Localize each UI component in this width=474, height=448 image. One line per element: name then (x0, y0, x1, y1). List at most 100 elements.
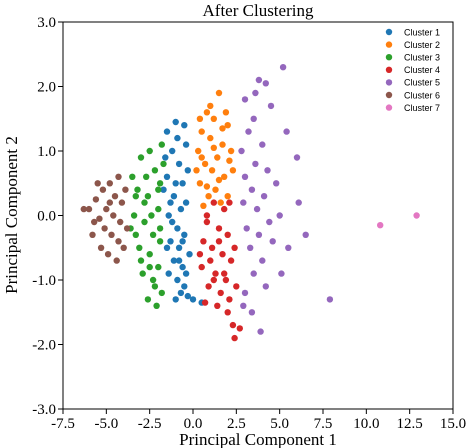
point-cluster-4-7 (219, 251, 226, 258)
point-cluster-4-8 (227, 257, 235, 264)
point-cluster-2-15 (205, 193, 212, 200)
point-cluster-4-2 (203, 218, 211, 226)
point-cluster-3-10 (149, 231, 157, 238)
x-axis-title: Principal Component 1 (179, 430, 337, 448)
point-cluster-4-27 (203, 212, 211, 219)
point-cluster-4-17 (224, 309, 231, 316)
point-cluster-2-25 (203, 183, 211, 190)
legend-marker-4 (385, 66, 393, 74)
point-cluster-5-37 (252, 89, 259, 97)
point-cluster-6-2 (99, 186, 107, 193)
legend: Cluster 1 Cluster 2 Cluster 3 Cluster 4 Clus… (385, 27, 440, 113)
point-cluster-5-36 (293, 154, 301, 161)
data-points (80, 63, 420, 342)
point-cluster-4-22 (221, 270, 228, 277)
point-cluster-5-20 (255, 231, 263, 238)
point-cluster-6-18 (122, 186, 129, 193)
plot-area (62, 21, 454, 410)
point-cluster-1-21 (182, 199, 190, 206)
y-tick-label: 2.0 (37, 80, 56, 96)
point-cluster-5-8 (238, 147, 245, 155)
point-cluster-1-8 (177, 205, 185, 213)
point-cluster-6-11 (101, 225, 108, 232)
point-cluster-5-10 (264, 167, 271, 174)
point-cluster-5-32 (248, 309, 256, 316)
point-cluster-4-26 (233, 283, 240, 290)
legend-label-3: Cluster 3 (404, 53, 440, 63)
point-cluster-5-33 (257, 328, 264, 335)
point-cluster-1-13 (175, 244, 183, 251)
point-cluster-1-0 (163, 128, 171, 135)
point-cluster-3-24 (148, 212, 155, 219)
point-cluster-6-17 (113, 257, 120, 264)
legend-marker-5 (385, 79, 393, 86)
point-cluster-4-6 (208, 244, 216, 251)
point-cluster-2-6 (219, 141, 226, 148)
point-cluster-1-15 (179, 263, 186, 271)
legend-label-4: Cluster 4 (404, 65, 440, 75)
point-cluster-6-16 (104, 251, 112, 258)
point-cluster-6-20 (94, 180, 101, 187)
point-cluster-6-13 (89, 231, 96, 238)
point-cluster-5-17 (276, 212, 283, 219)
point-cluster-3-28 (141, 199, 148, 206)
point-cluster-4-25 (210, 276, 217, 284)
point-cluster-2-24 (229, 167, 237, 174)
point-cluster-1-10 (174, 225, 181, 232)
point-cluster-1-2 (181, 122, 188, 129)
point-cluster-4-12 (205, 283, 212, 290)
point-cluster-5-35 (283, 128, 290, 135)
y-axis-title: Principal Component 2 (2, 136, 21, 294)
legend-label-6: Cluster 6 (404, 90, 440, 100)
point-cluster-5-31 (326, 296, 334, 303)
point-cluster-5-11 (241, 173, 249, 180)
point-cluster-1-11 (181, 231, 188, 238)
y-tick-label: 0.0 (37, 209, 56, 225)
point-cluster-1-35 (175, 257, 183, 264)
legend-marker-1 (385, 28, 393, 36)
legend-label-2: Cluster 2 (404, 40, 440, 50)
point-cluster-5-26 (241, 289, 249, 297)
y-tick-label: -1.0 (32, 273, 56, 289)
point-cluster-5-5 (267, 102, 275, 110)
point-cluster-4-19 (231, 334, 238, 342)
x-tick-label: 2.5 (227, 416, 246, 432)
point-cluster-1-37 (182, 141, 190, 148)
point-cluster-2-12 (221, 173, 228, 180)
point-cluster-3-23 (132, 231, 139, 238)
point-cluster-5-15 (240, 199, 247, 206)
x-tick-label: 0.0 (184, 416, 203, 432)
point-cluster-2-17 (200, 202, 207, 209)
point-cluster-2-5 (207, 134, 214, 142)
point-cluster-6-14 (115, 238, 122, 245)
point-cluster-4-5 (200, 238, 207, 245)
point-cluster-3-15 (139, 270, 146, 277)
point-cluster-4-23 (231, 244, 238, 251)
point-cluster-2-0 (215, 89, 223, 97)
point-cluster-3-16 (149, 276, 157, 284)
point-cluster-3-1 (158, 141, 165, 148)
point-cluster-1-33 (184, 292, 191, 300)
point-cluster-2-16 (217, 199, 224, 206)
point-cluster-5-16 (253, 205, 261, 213)
point-cluster-3-11 (156, 238, 164, 245)
y-tick-label: -2.0 (32, 338, 56, 354)
legend-marker-3 (385, 54, 393, 61)
point-cluster-1-20 (169, 218, 176, 226)
point-cluster-1-25 (186, 251, 193, 258)
point-cluster-6-23 (91, 218, 98, 226)
x-tick-label: 7.5 (314, 416, 333, 432)
point-cluster-5-4 (250, 115, 257, 123)
point-cluster-5-22 (247, 244, 254, 251)
point-cluster-5-6 (245, 128, 252, 135)
point-cluster-2-9 (226, 157, 233, 164)
point-cluster-3-25 (156, 225, 164, 232)
point-cluster-6-5 (118, 199, 126, 206)
point-cluster-2-2 (210, 115, 217, 123)
point-cluster-1-24 (181, 283, 188, 290)
legend-label-5: Cluster 5 (404, 78, 440, 88)
x-tick-label: -2.5 (138, 416, 162, 432)
point-cluster-1-27 (179, 238, 186, 245)
point-cluster-3-21 (160, 160, 167, 168)
point-cluster-1-31 (189, 296, 197, 303)
